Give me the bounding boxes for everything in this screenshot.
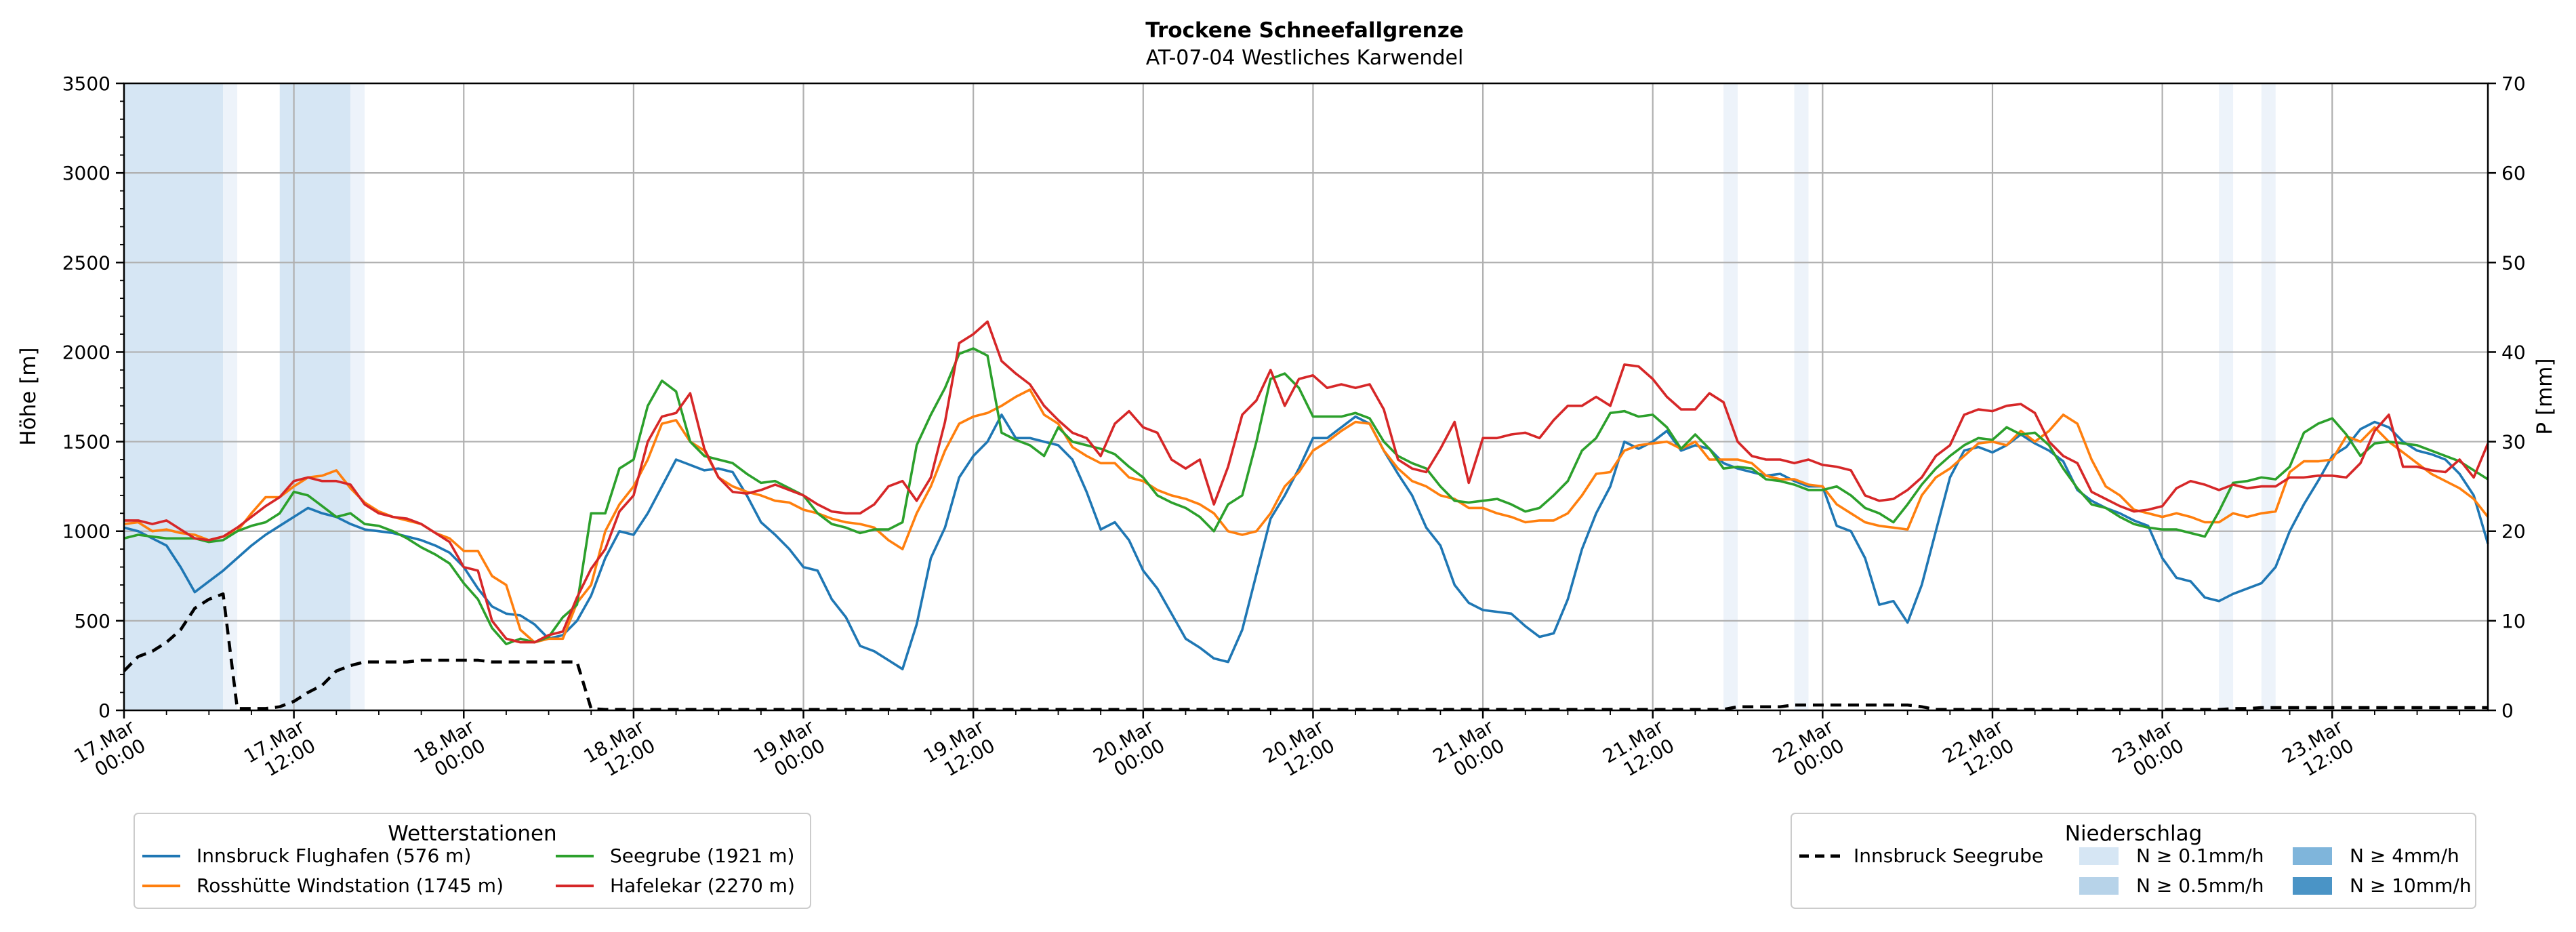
precip-band-7 [2261,83,2276,710]
y-right-tick-label-6: 60 [2501,162,2526,184]
y-tick-label-3: 1500 [62,431,110,453]
legend-stations-title: Wetterstationen [388,822,556,846]
chart-title: Trockene Schneefallgrenze [1145,18,1464,43]
precip-band-6 [2219,83,2234,710]
legend-precip-title: Niederschlag [2065,822,2203,846]
legend-precip-swatch-2 [2293,847,2332,865]
legend-label-3: Hafelekar (2270 m) [610,874,795,897]
legend-label-2: Seegrube (1921 m) [610,845,794,867]
legend-precip-label-1: N ≥ 0.5mm/h [2136,874,2264,897]
precip-band-5 [1794,83,1809,710]
series-lines [123,320,2489,711]
y-right-tick-label-0: 0 [2501,700,2514,722]
y-right-tick-label-4: 40 [2501,341,2526,363]
precip-band-3 [350,83,365,710]
legend-label-0: Innsbruck Flughafen (576 m) [197,845,471,867]
legend-label-dashed: Innsbruck Seegrube [1854,845,2043,867]
precip-band-2 [279,83,351,710]
y-tick-label-2: 1000 [62,521,110,543]
legend-precipitation: Niederschlag Innsbruck Seegrube N ≥ 0.1mm… [1791,813,2476,909]
y-tick-label-7: 3500 [62,73,110,95]
legend-precip-swatch-1 [2079,877,2119,895]
y-tick-label-1: 500 [75,610,110,632]
plot-frame [123,82,2489,712]
precip-band-1 [223,83,238,710]
series-line-3 [124,320,2489,644]
legend-precip-label-2: N ≥ 4mm/h [2350,845,2459,867]
y-right-tick-label-5: 50 [2501,251,2526,274]
precip-band-0 [124,83,224,710]
series-line-0 [123,413,2489,670]
legend-precip-swatch-0 [2079,847,2119,865]
precipitation-bands [124,83,2276,710]
legend-stations-frame [134,813,811,909]
y-tick-label-0: 0 [98,700,110,722]
y-right-tick-label-3: 30 [2501,431,2526,453]
y-axis-label-right: P [mm] [2533,358,2557,434]
y-right-tick-label-7: 70 [2501,73,2526,95]
precip-band-4 [1723,83,1738,710]
y-tick-label-4: 2000 [62,341,110,363]
y-right-tick-label-1: 10 [2501,610,2526,632]
y-tick-label-5: 2500 [62,251,110,274]
y-right-tick-label-2: 20 [2501,521,2526,543]
legend-stations: Wetterstationen Innsbruck Flughafen (576… [134,813,811,909]
series-line-1 [123,388,2489,644]
series-line-2 [123,347,2489,645]
chart-subtitle: AT-07-04 Westliches Karwendel [1146,46,1464,70]
legend-label-1: Rosshütte Windstation (1745 m) [197,874,504,897]
legend-precip-swatch-3 [2293,877,2332,895]
legend-precip-label-0: N ≥ 0.1mm/h [2136,845,2264,867]
legend-precip-label-3: N ≥ 10mm/h [2350,874,2472,897]
y-axis-label: Höhe [m] [16,347,41,445]
y-tick-label-6: 3000 [62,162,110,184]
